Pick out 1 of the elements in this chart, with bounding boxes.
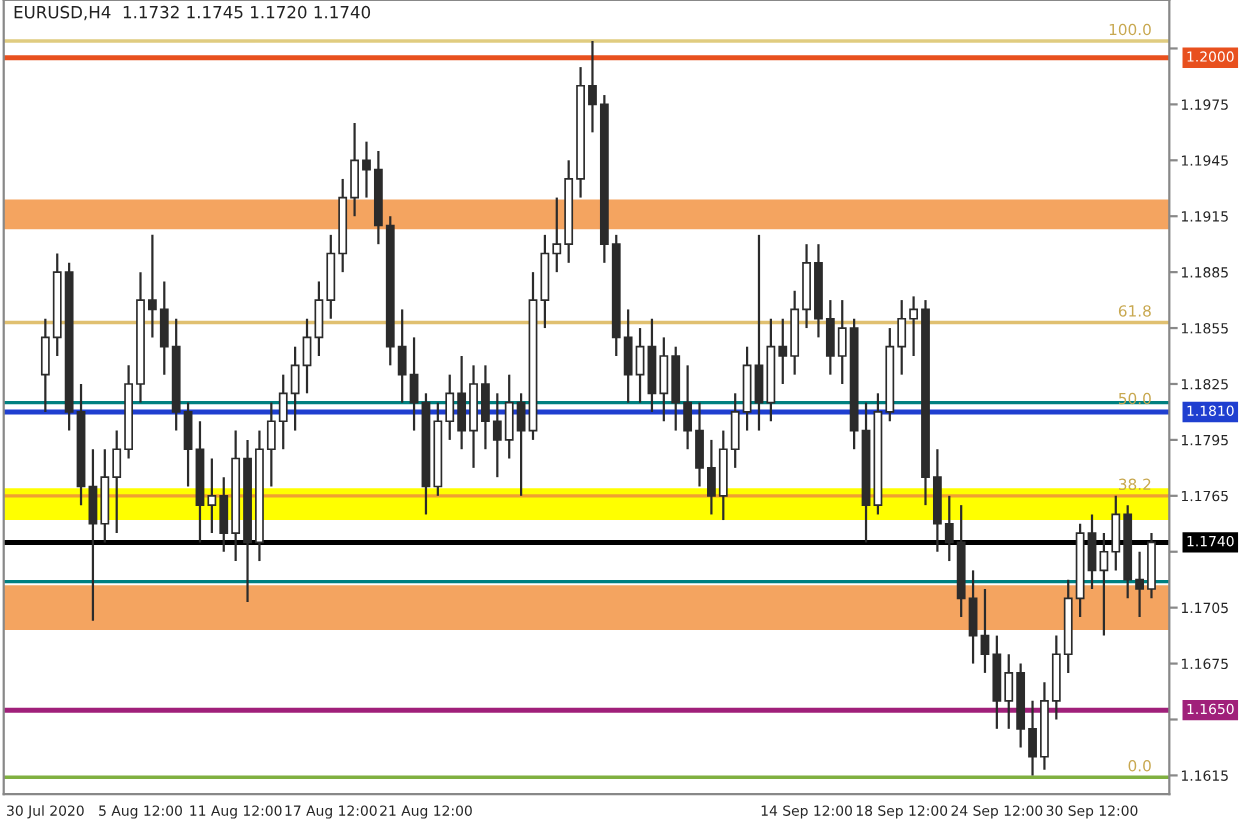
chart-title: EURUSD,H4 1.1732 1.1745 1.1720 1.1740: [14, 5, 371, 21]
